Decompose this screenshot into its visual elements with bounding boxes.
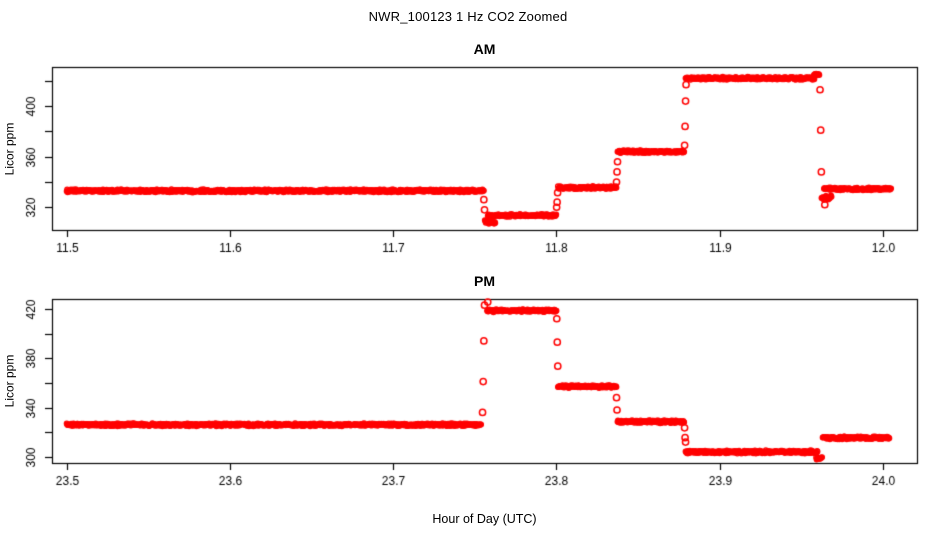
y-axis-label-pm: Licor ppm xyxy=(2,354,16,408)
panel-title-pm: PM xyxy=(474,273,495,289)
main-title: NWR_100123 1 Hz CO2 Zoomed xyxy=(368,9,568,24)
y-axis-label-am: Licor ppm xyxy=(2,122,16,175)
x-axis-label: Hour of Day (UTC) xyxy=(432,512,537,526)
panel-title-am: AM xyxy=(473,41,496,57)
